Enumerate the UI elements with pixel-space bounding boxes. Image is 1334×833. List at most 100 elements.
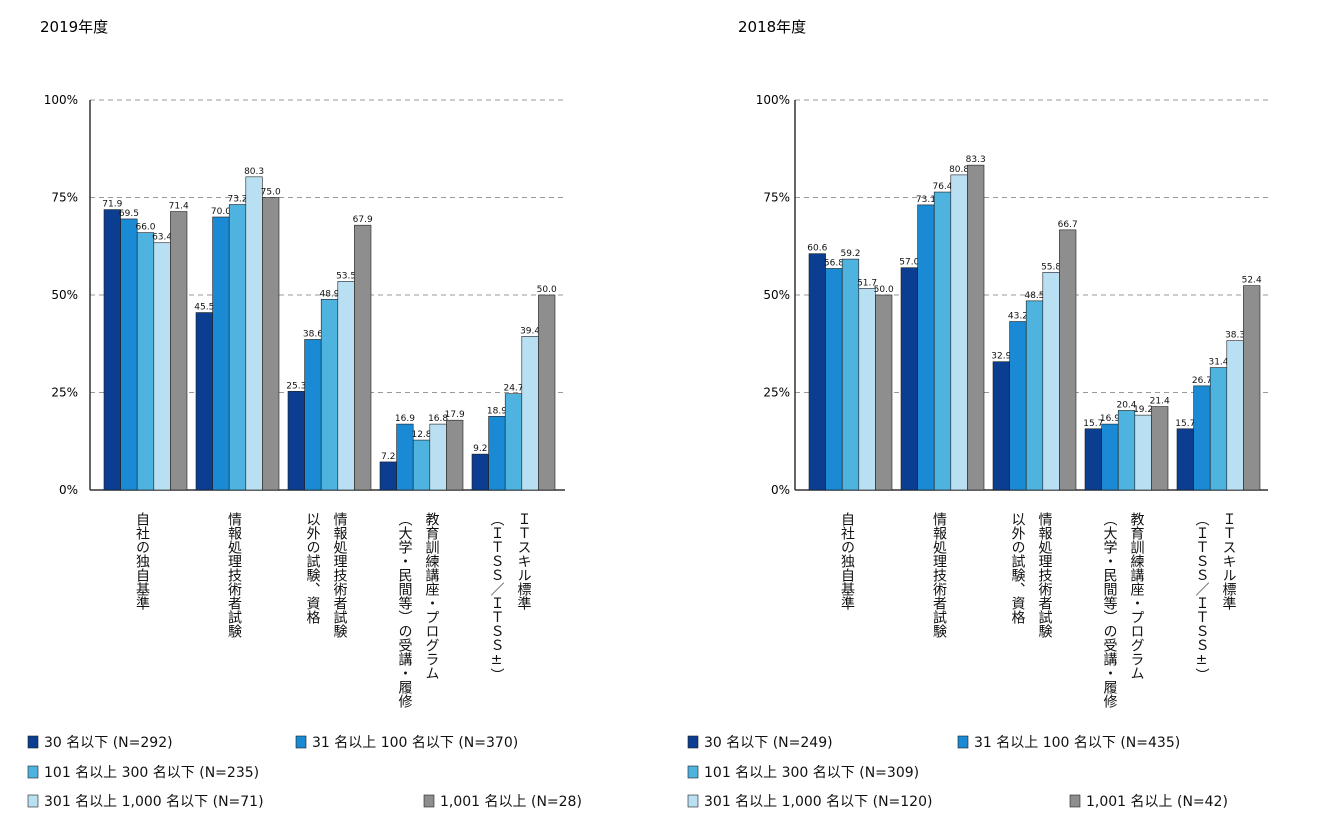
data-label: 31.4 [1208,358,1228,368]
category-label: 自社の独自基準 [134,512,150,610]
legend-label: 301 名以上 1,000 名以下 (N=120) [704,794,932,810]
legend-label: 31 名以上 100 名以下 (N=435) [974,735,1180,751]
category-label: 以外の試験、資格 [1010,512,1026,624]
bar [136,232,155,491]
bar [933,191,952,491]
bar [521,336,539,491]
data-label: 26.7 [1192,376,1212,386]
bar [446,419,464,491]
y-tick-label: 100% [756,93,790,107]
bar [1134,414,1152,491]
data-label: 38.3 [1225,331,1245,341]
data-label: 75.0 [261,188,281,198]
legend-swatch [423,794,435,808]
data-label: 20.4 [1116,400,1136,410]
bar [1101,423,1119,491]
bar [538,294,556,491]
data-label: 45.5 [194,303,214,313]
data-label: 25.3 [286,381,306,391]
data-label: 52.4 [1242,276,1262,286]
bar [153,242,171,491]
data-label: 50.0 [874,285,894,295]
category-label: ＩＴスキル標準 [516,512,532,610]
chart-title: 2018年度 [738,18,806,36]
category-label: 教育訓練講座・プログラム [424,512,440,680]
bar [429,423,447,491]
data-label: 71.9 [102,200,122,210]
bar [900,267,918,491]
bar [195,312,213,491]
bar [808,253,826,491]
bar [1243,285,1261,491]
y-tick-label: 100% [44,93,78,107]
legend-swatch [1069,794,1081,808]
bar [917,204,935,491]
data-label: 18.9 [487,406,507,416]
data-label: 69.5 [119,209,139,219]
data-label: 51.7 [857,278,877,288]
data-label: 15.7 [1175,419,1195,429]
data-label: 15.7 [1083,419,1103,429]
bar [1009,321,1027,491]
legend: 30 名以下 (N=249) 31 名以上 100 名以下 (N=435) 101 … [687,735,1228,810]
y-tick-label: 50% [763,288,790,302]
data-label: 48.9 [319,289,339,299]
category-label: 以外の試験、資格 [305,512,321,624]
bar [212,216,230,491]
category-label: 情報処理技術者試験 [931,512,947,638]
legend-label: 1,001 名以上 (N=28) [440,794,582,810]
bar [967,164,985,491]
y-tick-label: 25% [51,386,78,400]
data-label: 50.0 [537,285,557,295]
legend-swatch [27,765,39,779]
legend-label: 101 名以上 300 名以下 (N=309) [704,765,919,781]
data-label: 19.2 [1133,405,1153,415]
data-label: 63.4 [152,233,172,243]
bar [1042,272,1060,491]
bar [950,174,968,491]
bar [825,268,843,491]
data-label: 67.9 [353,215,373,225]
data-label: 70.0 [211,207,231,217]
bar [858,288,876,491]
bar [228,204,247,491]
legend-swatch [27,794,39,808]
data-label: 80.8 [949,165,969,175]
chart-title: 2019年度 [40,18,108,36]
bar [320,298,339,491]
category-label: ＩＴスキル標準 [1221,512,1237,610]
data-label: 16.8 [428,414,448,424]
bar [1084,428,1102,491]
category-label: 情報処理技術者試験 [1037,512,1053,638]
bar [354,224,372,491]
bar [875,294,893,491]
legend-label: 30 名以下 (N=249) [704,735,833,751]
data-label: 60.6 [807,244,827,254]
data-label: 56.8 [824,258,844,268]
y-tick-label: 25% [763,386,790,400]
data-label: 12.8 [411,430,431,440]
y-tick-label: 75% [51,191,78,205]
data-label: 57.0 [899,258,919,268]
bar [841,258,860,491]
bar [337,281,355,491]
legend-swatch [27,735,39,749]
legend-label: 30 名以下 (N=292) [44,735,173,751]
category-label: （ＩＴＳＳ／ＩＴＳＳ±） [1194,512,1210,682]
data-label: 38.6 [303,329,323,339]
bar [170,211,188,491]
bar [504,393,523,491]
bar [1226,340,1244,491]
legend-label: 31 名以上 100 名以下 (N=370) [312,735,518,751]
data-label: 76.4 [932,182,952,192]
data-label: 17.9 [445,410,465,420]
data-label: 48.5 [1024,291,1044,301]
legend-swatch [687,765,699,779]
data-label: 83.3 [966,155,986,165]
legend: 30 名以下 (N=292) 31 名以上 100 名以下 (N=370) 101 … [27,735,582,810]
data-label: 66.0 [135,223,155,233]
legend-swatch [687,735,699,749]
data-label: 32.9 [991,352,1011,362]
data-label: 43.2 [1008,312,1028,322]
bar [1209,367,1228,491]
